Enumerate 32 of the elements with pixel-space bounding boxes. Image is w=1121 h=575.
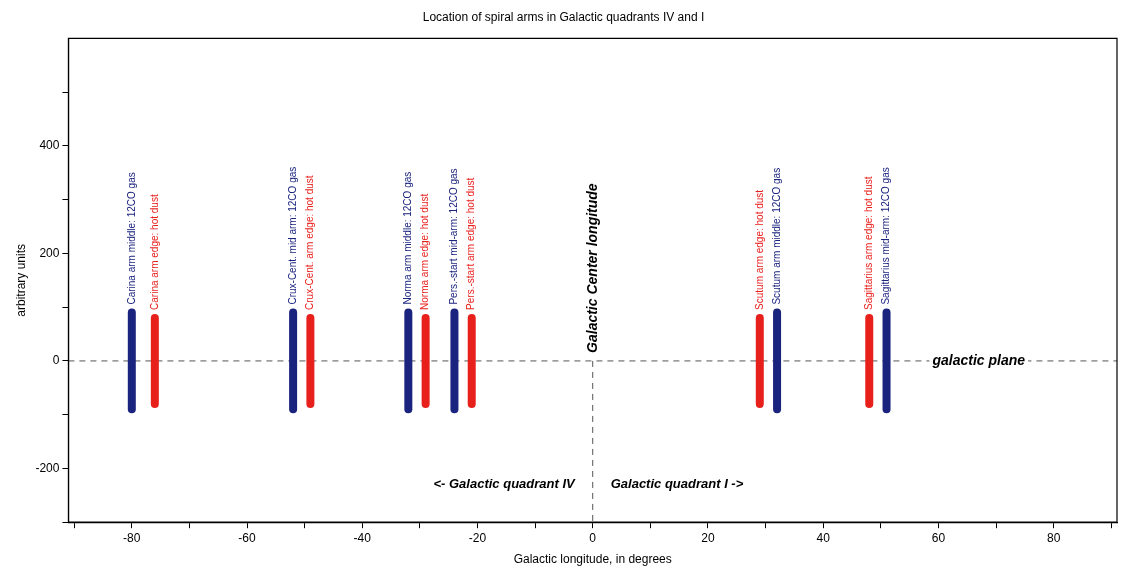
text: Scutum arm edge: hot dust	[753, 189, 765, 310]
text: Pers.-start arm edge: hot dust	[465, 177, 477, 310]
x-tick-label: -20	[468, 530, 487, 545]
x-tick-label: 60	[931, 530, 946, 545]
y-axis-title: arbitrary units	[13, 243, 28, 317]
chart-title: Location of spiral arms in Galactic quadrants IV and I	[422, 9, 705, 24]
y-tick-label: -200	[35, 460, 60, 475]
text: Carina arm edge: hot dust	[148, 194, 160, 310]
annotation: Galactic quadrant I ->	[610, 475, 744, 491]
text: Sagittarius mid-arm: 12CO gas	[880, 167, 892, 305]
text: Scutum arm middle: 12CO gas	[770, 167, 782, 305]
text: Pers.-start mid-arm: 12CO gas	[448, 168, 460, 305]
x-tick-label: 80	[1046, 530, 1061, 545]
x-tick-label: 40	[816, 530, 831, 545]
text: Crux-Cent. mid arm: 12CO gas	[286, 166, 298, 305]
annotation: <- Galactic quadrant IV	[433, 475, 577, 491]
text: Crux-Cent. arm edge: hot dust	[304, 175, 316, 310]
ref-line-label: galactic plane	[931, 351, 1026, 368]
y-tick-label: 400	[39, 138, 60, 153]
x-tick-label: 0	[589, 530, 597, 545]
text: Norma arm middle: 12CO gas	[402, 171, 414, 305]
x-axis-title: Galactic longitude, in degrees	[513, 552, 672, 567]
text: Norma arm edge: hot dust	[419, 193, 431, 310]
text: Carina arm middle: 12CO gas	[125, 172, 137, 305]
x-tick-label: -60	[238, 530, 257, 545]
x-tick-label: -40	[353, 530, 372, 545]
text: Sagittarius arm edge: hot dust	[863, 176, 875, 310]
x-tick-label: 20	[701, 530, 715, 545]
y-tick-label: 200	[39, 245, 60, 260]
y-tick-label: 0	[52, 353, 60, 368]
x-tick-label: -80	[123, 530, 141, 545]
ref-line-label: Galactic Center longitude	[583, 183, 600, 353]
